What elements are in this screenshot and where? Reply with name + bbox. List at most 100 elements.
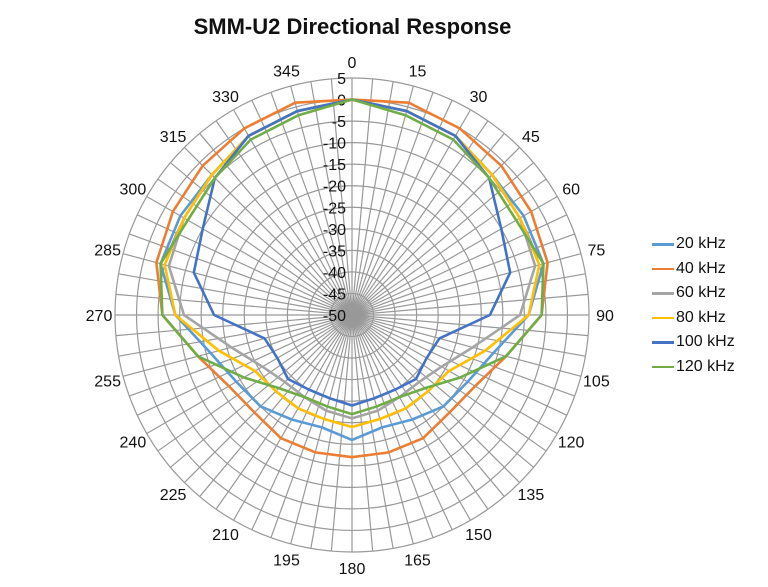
radial-gridline bbox=[351, 78, 374, 316]
legend-label: 40 kHz bbox=[676, 259, 726, 277]
radial-gridline bbox=[351, 314, 534, 468]
radial-gridline bbox=[330, 78, 353, 316]
angle-tick-label: 225 bbox=[160, 487, 187, 504]
series-line bbox=[159, 98, 545, 442]
radial-gridline bbox=[310, 81, 353, 316]
radial-gridline bbox=[118, 314, 353, 357]
angle-tick-label: 150 bbox=[465, 527, 492, 544]
radial-gridline bbox=[351, 314, 575, 397]
legend-swatch bbox=[652, 292, 674, 295]
ring-gridline bbox=[114, 77, 590, 553]
radial-gridline bbox=[129, 314, 353, 397]
legend-swatch bbox=[652, 316, 674, 319]
radial-gridline bbox=[170, 314, 353, 468]
radial-gridline bbox=[215, 314, 353, 510]
legend-item: 100 kHz bbox=[652, 330, 735, 355]
series-line bbox=[155, 98, 549, 459]
angle-tick-label: 75 bbox=[587, 243, 605, 260]
legend-item: 60 kHz bbox=[652, 281, 735, 306]
angle-tick-label: 0 bbox=[348, 55, 357, 72]
legend-item: 20 kHz bbox=[652, 232, 735, 257]
radial-tick-label: -45 bbox=[323, 286, 346, 303]
radial-gridline bbox=[199, 314, 353, 497]
ring-gridline bbox=[222, 185, 482, 445]
angle-tick-label: 285 bbox=[94, 243, 121, 260]
legend-swatch bbox=[652, 365, 674, 368]
radial-gridline bbox=[351, 92, 434, 316]
angle-tick-label: 120 bbox=[558, 435, 585, 452]
radial-tick-label: -20 bbox=[323, 179, 346, 196]
angle-tick-label: 270 bbox=[86, 308, 113, 325]
legend-item: 120 kHz bbox=[652, 355, 735, 380]
radial-gridline bbox=[351, 314, 558, 435]
radial-gridline bbox=[351, 314, 505, 497]
ring-gridline bbox=[286, 249, 418, 381]
radial-gridline bbox=[351, 314, 521, 484]
radial-gridline bbox=[351, 314, 586, 357]
angle-tick-label: 210 bbox=[212, 527, 239, 544]
radial-gridline bbox=[270, 314, 353, 538]
radial-gridline bbox=[290, 85, 353, 316]
chart-title: SMM-U2 Directional Response bbox=[193, 14, 512, 39]
legend-item: 80 kHz bbox=[652, 306, 735, 331]
legend-item: 40 kHz bbox=[652, 257, 735, 282]
radial-tick-label: -40 bbox=[323, 265, 346, 282]
angle-tick-label: 135 bbox=[518, 487, 545, 504]
series-line bbox=[192, 98, 512, 407]
legend-label: 80 kHz bbox=[676, 308, 726, 326]
radial-tick-label: -50 bbox=[323, 308, 346, 325]
angle-tick-label: 105 bbox=[583, 373, 610, 390]
legend-label: 60 kHz bbox=[676, 284, 726, 302]
radial-gridline bbox=[351, 314, 582, 377]
ring-gridline bbox=[179, 142, 525, 488]
radial-tick-label: -35 bbox=[323, 243, 346, 260]
angle-tick-label: 240 bbox=[120, 435, 147, 452]
legend-label: 100 kHz bbox=[676, 333, 735, 351]
legend-label: 20 kHz bbox=[676, 235, 726, 253]
angle-tick-label: 300 bbox=[120, 182, 147, 199]
legend-swatch bbox=[652, 267, 674, 270]
ring-gridline bbox=[265, 228, 439, 402]
radial-tick-label: -25 bbox=[323, 200, 346, 217]
ring-gridline bbox=[200, 163, 504, 467]
radial-gridline bbox=[122, 314, 353, 377]
angle-tick-label: 195 bbox=[273, 552, 300, 569]
series-line bbox=[159, 98, 545, 416]
legend-swatch bbox=[652, 243, 674, 246]
angle-tick-label: 330 bbox=[212, 89, 239, 106]
legend-swatch bbox=[652, 341, 674, 344]
radial-gridline bbox=[183, 314, 353, 484]
angle-tick-label: 30 bbox=[470, 89, 488, 106]
radial-gridline bbox=[115, 293, 353, 316]
ring-gridline bbox=[243, 206, 461, 424]
radial-gridline bbox=[351, 314, 489, 510]
radial-gridline bbox=[351, 109, 472, 316]
radial-gridline bbox=[351, 293, 589, 316]
radial-gridline bbox=[232, 314, 353, 521]
radial-gridline bbox=[351, 81, 394, 316]
radial-gridline bbox=[351, 314, 472, 521]
legend-label: 120 kHz bbox=[676, 357, 735, 375]
radial-gridline bbox=[270, 92, 353, 316]
radial-gridline bbox=[251, 99, 353, 316]
radial-tick-label: -10 bbox=[323, 136, 346, 153]
radial-gridline bbox=[351, 85, 414, 316]
series-line bbox=[163, 98, 541, 429]
radial-gridline bbox=[351, 99, 453, 316]
angle-tick-label: 90 bbox=[596, 308, 614, 325]
radial-tick-label: -15 bbox=[323, 157, 346, 174]
angle-tick-label: 45 bbox=[522, 129, 540, 146]
ring-gridline bbox=[308, 271, 396, 359]
angle-tick-label: 60 bbox=[562, 182, 580, 199]
radial-gridline bbox=[290, 314, 353, 545]
radial-gridline bbox=[351, 314, 434, 538]
radial-gridline bbox=[232, 109, 353, 316]
radial-gridline bbox=[351, 314, 547, 452]
legend: 20 kHz 40 kHz 60 kHz 80 kHz 100 kHz 120 kHz bbox=[652, 232, 735, 379]
ring-gridline bbox=[329, 292, 375, 338]
angle-tick-label: 15 bbox=[409, 64, 427, 81]
radial-gridline bbox=[157, 314, 353, 452]
angle-tick-label: 165 bbox=[404, 552, 431, 569]
angle-tick-label: 315 bbox=[160, 129, 187, 146]
